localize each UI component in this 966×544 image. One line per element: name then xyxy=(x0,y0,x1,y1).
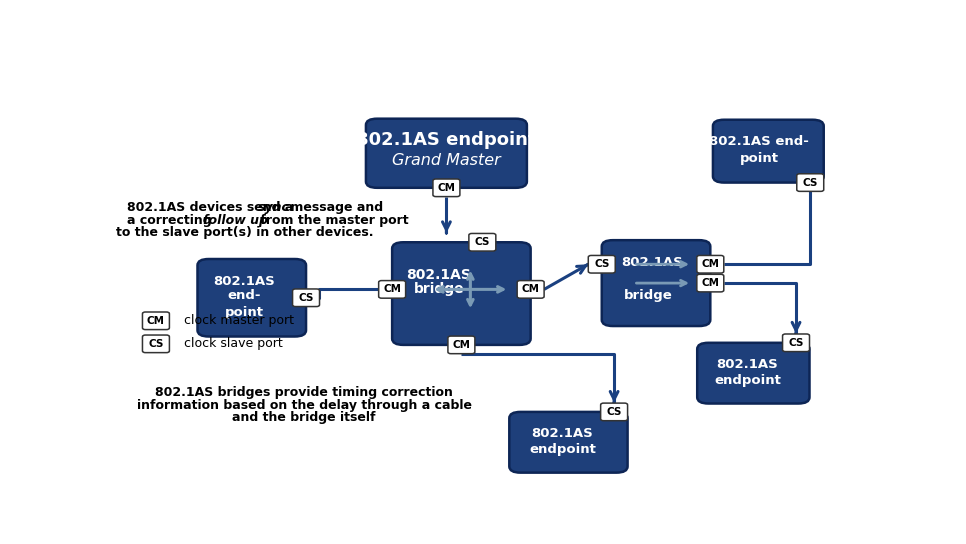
Text: end-: end- xyxy=(228,289,261,302)
Text: clock slave port: clock slave port xyxy=(185,337,283,350)
FancyBboxPatch shape xyxy=(433,179,460,196)
Text: CS: CS xyxy=(298,293,314,303)
Text: point: point xyxy=(740,152,779,165)
Text: a correcting: a correcting xyxy=(127,214,215,227)
Text: 802.1AS: 802.1AS xyxy=(407,268,471,282)
Text: endpoint: endpoint xyxy=(714,374,781,387)
FancyBboxPatch shape xyxy=(392,242,530,345)
Text: 802.1AS devices send a: 802.1AS devices send a xyxy=(127,201,298,214)
Text: from the master port: from the master port xyxy=(255,214,408,227)
Text: message and: message and xyxy=(286,201,384,214)
Text: to the slave port(s) in other devices.: to the slave port(s) in other devices. xyxy=(116,226,373,239)
Text: CS: CS xyxy=(803,177,818,188)
FancyBboxPatch shape xyxy=(366,119,526,188)
FancyBboxPatch shape xyxy=(782,334,810,351)
Text: and the bridge itself: and the bridge itself xyxy=(233,411,376,424)
FancyBboxPatch shape xyxy=(588,256,615,273)
Text: CS: CS xyxy=(788,338,804,348)
Text: 802.1AS: 802.1AS xyxy=(717,358,779,371)
Text: Grand Master: Grand Master xyxy=(392,153,500,168)
Text: CM: CM xyxy=(147,316,165,326)
FancyBboxPatch shape xyxy=(379,281,406,298)
FancyBboxPatch shape xyxy=(448,336,475,354)
Text: 802.1AS endpoint: 802.1AS endpoint xyxy=(356,131,537,149)
Text: 802.1AS end-: 802.1AS end- xyxy=(709,135,810,149)
Text: CM: CM xyxy=(701,278,720,288)
FancyBboxPatch shape xyxy=(197,259,306,337)
FancyBboxPatch shape xyxy=(469,233,496,251)
Text: CS: CS xyxy=(607,407,622,417)
FancyBboxPatch shape xyxy=(602,240,710,326)
Text: CM: CM xyxy=(452,340,470,350)
FancyBboxPatch shape xyxy=(713,120,824,183)
Text: CM: CM xyxy=(384,285,401,294)
FancyBboxPatch shape xyxy=(142,312,169,330)
Text: CM: CM xyxy=(522,285,540,294)
Text: sync: sync xyxy=(258,201,290,214)
Text: bridge: bridge xyxy=(624,289,673,302)
FancyBboxPatch shape xyxy=(293,289,320,307)
Text: 802.1AS: 802.1AS xyxy=(531,428,593,441)
Text: endpoint: endpoint xyxy=(529,443,596,456)
Text: clock master port: clock master port xyxy=(185,314,295,327)
Text: 802.1AS: 802.1AS xyxy=(213,275,275,287)
FancyBboxPatch shape xyxy=(697,343,810,404)
Text: CS: CS xyxy=(594,259,610,269)
FancyBboxPatch shape xyxy=(509,412,628,473)
Text: CS: CS xyxy=(474,237,490,248)
FancyBboxPatch shape xyxy=(601,403,628,421)
Text: point: point xyxy=(225,306,264,319)
FancyBboxPatch shape xyxy=(517,281,544,298)
FancyBboxPatch shape xyxy=(797,174,824,191)
FancyBboxPatch shape xyxy=(696,274,724,292)
Text: follow up: follow up xyxy=(203,214,269,227)
Text: CM: CM xyxy=(438,183,455,193)
Text: 802.1AS: 802.1AS xyxy=(621,256,683,269)
Text: CM: CM xyxy=(701,259,720,269)
FancyBboxPatch shape xyxy=(696,256,724,273)
Text: bridge: bridge xyxy=(413,282,465,296)
Text: information based on the delay through a cable: information based on the delay through a… xyxy=(136,399,471,412)
Text: 802.1AS bridges provide timing correction: 802.1AS bridges provide timing correctio… xyxy=(156,386,453,399)
Text: CS: CS xyxy=(148,339,163,349)
FancyBboxPatch shape xyxy=(142,335,169,353)
